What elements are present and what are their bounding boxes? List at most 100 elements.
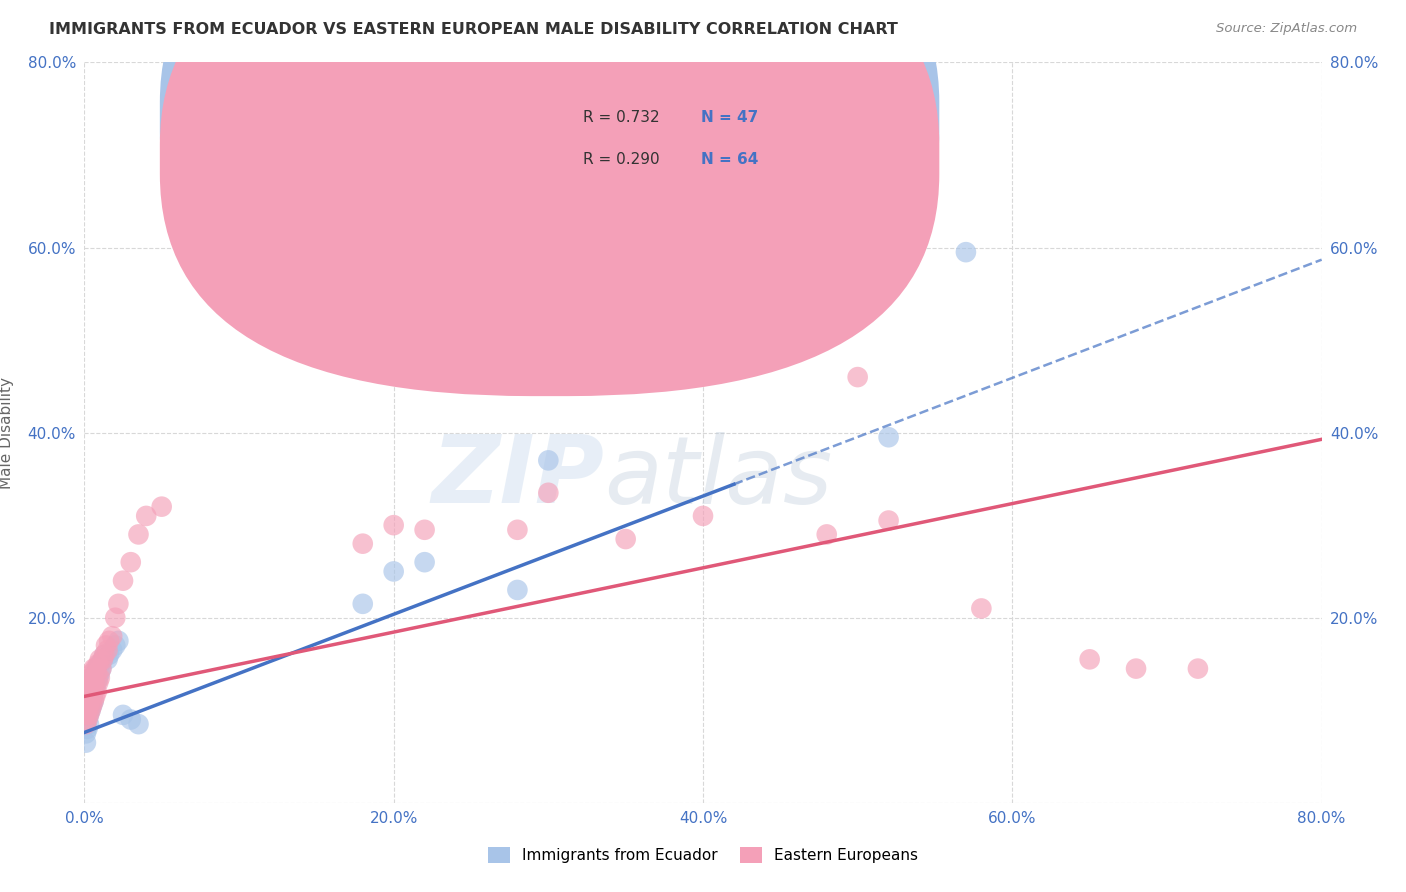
Point: [96, 652, 118, 666]
Point: [86, 685, 108, 699]
Point: [82, 685, 104, 699]
Point: [352, 536, 374, 550]
Point: [83, 685, 105, 699]
Point: [84, 675, 107, 690]
Point: [537, 485, 560, 500]
Point: [120, 555, 142, 569]
Point: [846, 370, 869, 384]
Point: [76, 713, 98, 727]
Point: [692, 508, 714, 523]
Point: [104, 639, 127, 653]
Point: [1187, 662, 1209, 676]
Point: [76, 698, 98, 713]
Point: [112, 707, 135, 722]
Point: [127, 717, 149, 731]
Point: [82, 666, 104, 681]
Point: [82, 698, 104, 713]
Point: [537, 453, 560, 467]
Point: [1078, 652, 1101, 666]
Point: [83, 675, 105, 690]
Point: [83, 671, 105, 685]
Point: [75, 707, 97, 722]
Point: [84, 662, 107, 676]
Point: [76, 703, 98, 717]
Point: [89, 666, 111, 681]
Point: [815, 527, 838, 541]
Point: [506, 582, 529, 597]
Point: [970, 601, 993, 615]
FancyBboxPatch shape: [160, 0, 939, 396]
Point: [413, 523, 436, 537]
Point: [91, 652, 114, 666]
Point: [506, 523, 529, 537]
Legend: Immigrants from Ecuador, Eastern Europeans: Immigrants from Ecuador, Eastern Europea…: [482, 841, 924, 869]
Point: [87, 657, 110, 671]
Point: [93, 648, 115, 662]
Point: [87, 671, 110, 685]
Point: [76, 690, 98, 704]
FancyBboxPatch shape: [502, 71, 849, 183]
Point: [77, 685, 100, 699]
Point: [101, 629, 124, 643]
Point: [83, 694, 105, 708]
Point: [382, 565, 405, 579]
Point: [413, 555, 436, 569]
Point: [89, 657, 111, 671]
Point: [76, 707, 98, 722]
Point: [79, 703, 101, 717]
Point: [1125, 662, 1147, 676]
Point: [93, 648, 115, 662]
Text: atlas: atlas: [605, 432, 832, 523]
Point: [382, 518, 405, 533]
Point: [877, 430, 900, 444]
Point: [89, 671, 111, 685]
Point: [77, 694, 100, 708]
Point: [77, 675, 100, 690]
Point: [82, 675, 104, 690]
Point: [82, 690, 104, 704]
Point: [89, 652, 111, 666]
Point: [76, 703, 98, 717]
Point: [75, 717, 97, 731]
Point: [79, 703, 101, 717]
Point: [120, 713, 142, 727]
Point: [79, 685, 101, 699]
Point: [79, 671, 101, 685]
Text: Source: ZipAtlas.com: Source: ZipAtlas.com: [1216, 22, 1357, 36]
Point: [955, 245, 977, 260]
Point: [150, 500, 173, 514]
Point: [84, 680, 107, 694]
Y-axis label: Male Disability: Male Disability: [0, 376, 14, 489]
Point: [79, 680, 101, 694]
Point: [90, 662, 112, 676]
Point: [77, 707, 100, 722]
Point: [75, 690, 97, 704]
Point: [77, 717, 100, 731]
Point: [98, 648, 121, 662]
Point: [94, 639, 117, 653]
Point: [76, 685, 98, 699]
Text: IMMIGRANTS FROM ECUADOR VS EASTERN EUROPEAN MALE DISABILITY CORRELATION CHART: IMMIGRANTS FROM ECUADOR VS EASTERN EUROP…: [49, 22, 898, 37]
Point: [82, 698, 104, 713]
Point: [77, 703, 100, 717]
Point: [76, 722, 98, 736]
Text: R = 0.732: R = 0.732: [583, 110, 659, 125]
Point: [84, 666, 107, 681]
Point: [77, 707, 100, 722]
Point: [83, 694, 105, 708]
Point: [107, 597, 129, 611]
Text: N = 47: N = 47: [700, 110, 758, 125]
Point: [79, 694, 101, 708]
Point: [82, 680, 104, 694]
Point: [76, 713, 98, 727]
Point: [84, 690, 107, 704]
Point: [77, 694, 100, 708]
Point: [104, 610, 127, 624]
Text: N = 64: N = 64: [700, 152, 758, 167]
Text: ZIP: ZIP: [432, 431, 605, 523]
Point: [75, 717, 97, 731]
Point: [77, 690, 100, 704]
Point: [75, 736, 97, 750]
Point: [75, 703, 97, 717]
Point: [91, 652, 114, 666]
